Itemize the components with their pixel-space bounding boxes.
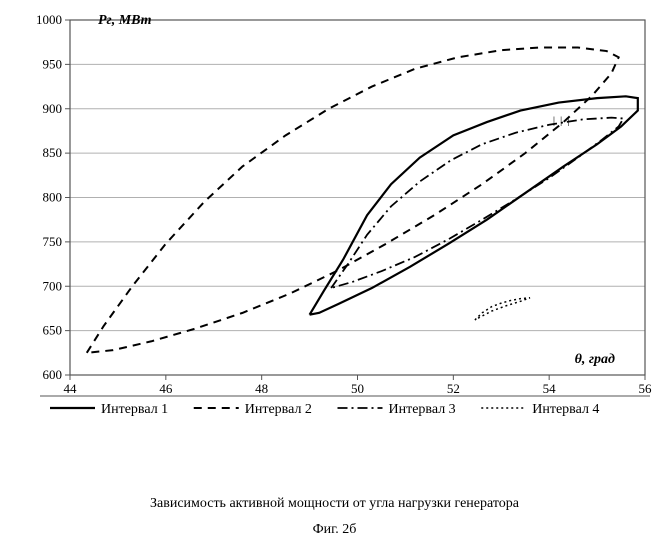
x-tick-label: 56 (639, 381, 653, 396)
y-tick-label: 850 (43, 145, 63, 160)
y-tick-label: 1000 (36, 12, 62, 27)
legend-label: Интервал 1 (101, 402, 168, 417)
x-axis-label: θ, град (575, 352, 615, 367)
y-axis-label: Pг, МВт (98, 13, 152, 28)
annotation: | (553, 114, 555, 126)
y-tick-label: 650 (43, 323, 63, 338)
y-tick-label: 600 (43, 367, 63, 382)
chart-container: 600 650 700 750 800 850 900 950 1000 44 46 48 50 52 54… (10, 10, 659, 490)
annotation: | (560, 114, 562, 126)
y-tick-label: 750 (43, 234, 63, 249)
y-tick-label: 700 (43, 278, 63, 293)
figure-label: Фиг. 2б (10, 522, 659, 538)
chart-svg: 600 650 700 750 800 850 900 950 1000 44 46 48 50 52 54… (10, 10, 659, 420)
x-tick-label: 54 (543, 381, 557, 396)
y-tick-label: 800 (43, 190, 63, 205)
x-tick-label: 50 (351, 381, 364, 396)
annotation: | (567, 114, 569, 126)
legend-label: Интервал 3 (389, 402, 456, 417)
x-tick-label: 44 (64, 381, 78, 396)
legend-label: Интервал 4 (532, 402, 599, 417)
y-tick-label: 900 (43, 101, 63, 116)
chart-caption: Зависимость активной мощности от угла на… (10, 496, 659, 512)
x-tick-label: 52 (447, 381, 460, 396)
y-tick-label: 950 (43, 56, 63, 71)
legend-label: Интервал 2 (245, 402, 312, 417)
x-tick-label: 46 (159, 381, 173, 396)
x-tick-label: 48 (255, 381, 268, 396)
